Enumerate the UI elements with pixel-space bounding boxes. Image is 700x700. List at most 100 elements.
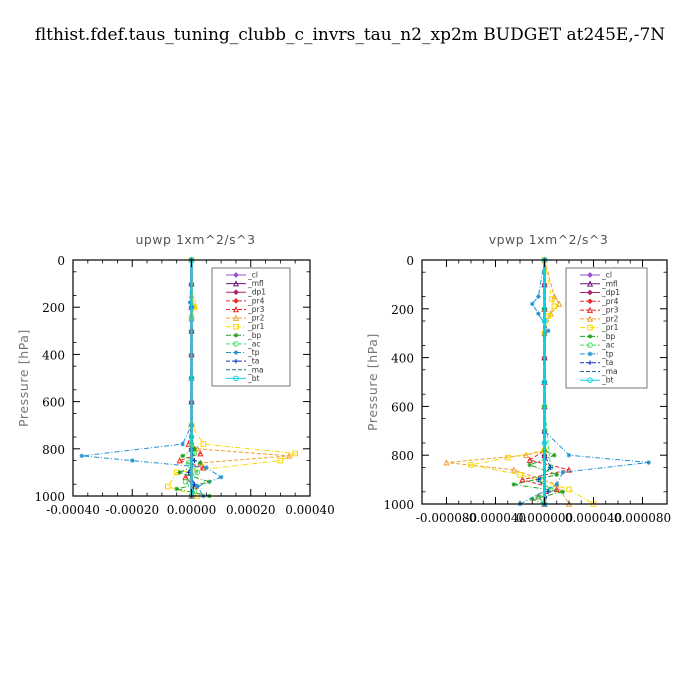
data-point [218, 474, 224, 480]
data-point [188, 434, 195, 440]
y-tick-label: 0 [406, 254, 414, 268]
legend-label: _bt [601, 376, 614, 385]
legend-label: _ta [601, 358, 613, 367]
data-point [548, 465, 553, 470]
data-point [517, 471, 523, 478]
legend-label: _ma [247, 365, 264, 374]
chart-title: upwp 1xm^2/s^3 [135, 232, 255, 247]
legend-marker [232, 314, 240, 321]
legend-marker [587, 377, 593, 384]
x-tick-label: -0.00040 [46, 503, 100, 517]
legend-marker [587, 272, 593, 278]
legend-label: _bt [247, 374, 260, 383]
legend-marker [587, 360, 593, 365]
data-point [529, 301, 535, 307]
data-point [443, 459, 450, 466]
data-point [541, 440, 548, 446]
legend-label: _ta [247, 357, 259, 366]
legend-label: _ac [601, 341, 614, 350]
data-point [188, 316, 195, 322]
legend-marker [233, 272, 239, 278]
legend-label: _pr1 [601, 323, 619, 332]
data-point [511, 482, 517, 487]
data-point [504, 454, 511, 461]
legend-marker [586, 315, 594, 322]
data-point [197, 450, 204, 457]
legend-label: _pr2 [247, 314, 265, 323]
data-point [277, 457, 284, 464]
legend-marker [587, 334, 593, 339]
legend-box [211, 267, 291, 387]
data-point [177, 470, 182, 475]
y-tick-label: 400 [391, 352, 414, 366]
legend-label: _bp [601, 332, 616, 341]
y-axis-label: Pressure [hPa] [16, 329, 31, 427]
y-tick-label: 200 [391, 303, 414, 317]
data-point [545, 313, 551, 319]
data-point [541, 318, 548, 324]
chart-title: vpwp 1xm^2/s^3 [489, 232, 609, 247]
x-tick-label: 0.00000 [167, 503, 217, 517]
y-tick-label: 800 [42, 443, 65, 457]
data-point [556, 300, 563, 307]
chart-2: vpwp 1xm^2/s^3 Pressure [hPa] -0.000080-0.… [365, 232, 671, 525]
series-line [187, 260, 195, 497]
data-point [192, 458, 197, 463]
y-tick-label: 0 [57, 254, 65, 268]
y-tick-label: 800 [391, 449, 414, 463]
legend-marker [587, 289, 593, 296]
legend-marker [233, 358, 239, 364]
data-point [566, 452, 572, 458]
figure-title: flthist.fdef.taus_tuning_clubb_c_invrs_t… [35, 25, 665, 45]
legend-marker [233, 375, 239, 382]
data-point [186, 470, 191, 475]
data-point [536, 477, 541, 482]
legend-label: _cl [601, 271, 612, 280]
data-point [541, 379, 548, 385]
legend-label: _ma [601, 367, 618, 376]
data-point [560, 489, 566, 495]
data-point [552, 452, 557, 458]
legend-marker [233, 323, 239, 330]
x-tick-label: 0.000040 [565, 511, 622, 525]
data-point [565, 466, 573, 473]
data-point [286, 452, 293, 459]
legend-label: _ac [247, 339, 260, 348]
data-point [549, 296, 555, 302]
legend-marker [587, 351, 593, 357]
legend-label: _pr3 [247, 305, 265, 314]
data-point [545, 328, 551, 334]
legend-label: _pr3 [601, 306, 619, 315]
x-tick-label: 0.00020 [226, 503, 276, 517]
data-point [519, 476, 526, 483]
data-point [180, 441, 185, 447]
legend-marker [587, 342, 593, 348]
legend-label: _pr4 [601, 297, 619, 306]
data-point [79, 453, 85, 459]
legend-marker [233, 297, 239, 304]
x-tick-label: 0.000080 [614, 511, 671, 525]
x-tick-label: -0.000040 [465, 511, 526, 525]
legend-label: _tp [247, 348, 260, 357]
x-tick-label: -0.00020 [105, 503, 159, 517]
data-point [526, 456, 533, 463]
legend-marker [233, 341, 239, 347]
data-point [554, 482, 560, 487]
y-tick-label: 200 [42, 301, 65, 315]
legend-label: _tp [601, 349, 614, 358]
data-point [182, 479, 189, 485]
series-line [446, 259, 570, 505]
legend-marker [233, 289, 239, 296]
data-point [560, 469, 566, 475]
legend-marker [232, 280, 240, 287]
legend-label: _mfl [247, 279, 264, 288]
legend-label: _bp [247, 331, 262, 340]
data-point [529, 496, 535, 502]
legend-label: _pr1 [247, 322, 265, 331]
legend-box [565, 267, 648, 389]
legend-label: _dp1 [247, 288, 266, 297]
legend-label: _dp1 [601, 288, 620, 297]
series-tp [79, 257, 224, 499]
data-point [523, 451, 530, 458]
